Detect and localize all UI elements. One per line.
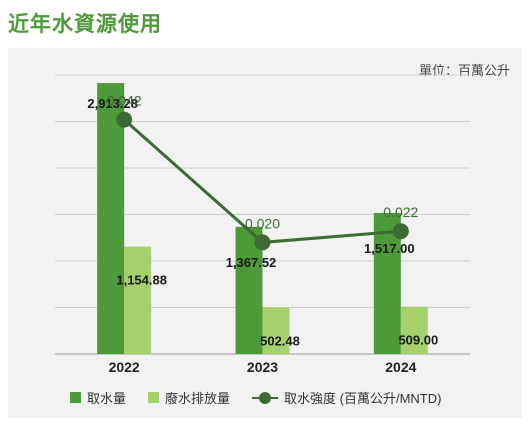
intensity-point: [116, 111, 133, 128]
data-label-discharge: 502.48: [260, 333, 300, 348]
legend-item-discharge: 廢水排放量: [148, 388, 230, 407]
x-tick-label: 2024: [385, 359, 416, 375]
bar-intake: [97, 83, 125, 355]
bar-discharge: [400, 306, 428, 354]
intensity-point: [254, 234, 271, 251]
data-label-intensity: 0.020: [245, 215, 280, 231]
legend-label-intensity: 取水強度 (百萬公升/MNTD): [284, 391, 442, 406]
data-label-intake: 2,913.28: [87, 96, 138, 111]
legend-label-intake: 取水量: [87, 391, 127, 406]
intake-swatch-icon: [70, 392, 81, 403]
data-label-intensity: 0.042: [107, 93, 142, 109]
bar-discharge: [124, 246, 152, 354]
data-label-discharge: 509.00: [398, 333, 438, 348]
page-title: 近年水資源使用: [8, 13, 162, 36]
bar-discharge: [262, 307, 290, 354]
discharge-swatch-icon: [148, 392, 160, 403]
data-label-intensity: 0.022: [383, 204, 418, 220]
legend-item-intensity: 取水強度 (百萬公升/MNTD): [252, 388, 441, 407]
chart-panel: [8, 48, 522, 418]
data-label-intake: 1,517.00: [364, 241, 415, 256]
x-tick-label: 2022: [109, 359, 140, 375]
chart-legend: 取水量 廢水排放量 取水強度 (百萬公升/MNTD): [70, 388, 463, 407]
intensity-line-icon: [252, 391, 279, 404]
unit-label: 單位：百萬公升: [418, 63, 510, 78]
data-label-discharge: 1,154.88: [116, 273, 167, 288]
legend-item-intake: 取水量: [70, 388, 126, 407]
intensity-point: [392, 223, 409, 240]
legend-label-discharge: 廢水排放量: [165, 391, 231, 406]
data-label-intake: 1,367.52: [226, 255, 277, 270]
x-tick-label: 2023: [247, 359, 278, 375]
